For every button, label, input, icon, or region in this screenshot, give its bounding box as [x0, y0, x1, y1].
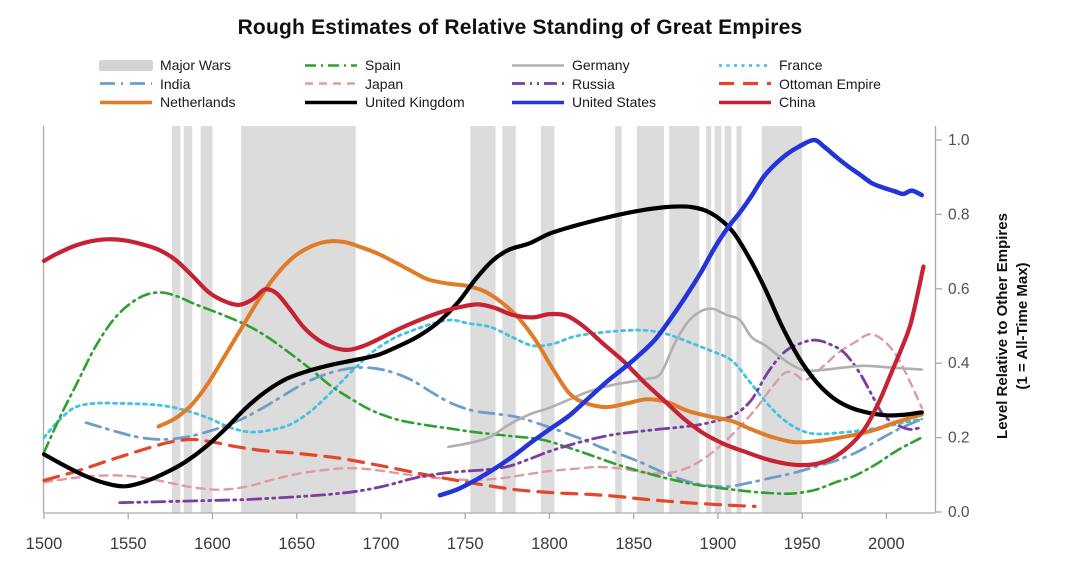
y-tick-label: 0.0 [948, 504, 970, 521]
india-line-swatch-icon [100, 82, 152, 86]
series-line-india [84, 366, 924, 489]
legend-item-france: France [718, 57, 933, 73]
y-tick-label: 0.4 [948, 355, 970, 372]
major-wars-swatch-icon [99, 59, 153, 71]
war-band [615, 126, 622, 513]
legend-label: Germany [572, 57, 630, 74]
y-tick-label: 0.8 [948, 206, 970, 223]
legend-item-united-states: United States [511, 94, 718, 110]
legend-label: United States [572, 94, 657, 111]
x-tick-label: 1500 [26, 535, 63, 553]
x-tick-labels: 1500 1550 1600 1650 1700 1750 1800 1850 1900 1950… [26, 535, 905, 553]
legend-label: India [160, 75, 191, 92]
series-line-japan [42, 332, 923, 491]
legend-item-germany: Germany [511, 57, 718, 73]
war-band [714, 126, 722, 513]
y-tick-label: 0.6 [948, 281, 970, 298]
war-band [541, 126, 555, 513]
x-tick-label: 1750 [447, 535, 484, 553]
axes [42, 126, 942, 519]
series-line-russia [118, 338, 924, 505]
war-band [172, 126, 181, 513]
x-tick-label: 1700 [363, 535, 400, 553]
war-band [724, 126, 732, 513]
x-tick-label: 1900 [700, 535, 737, 553]
china-line-swatch-icon [719, 100, 771, 105]
legend-label: China [779, 94, 816, 111]
x-tick-label: 2000 [868, 535, 905, 553]
series-line-spain [42, 291, 922, 495]
x-tick-label: 1650 [278, 535, 315, 553]
y-axis-title-line2: (1 = All-Time Max) [1014, 262, 1031, 389]
y-tick-label: 1.0 [948, 132, 970, 149]
series-line-china [41, 237, 926, 468]
netherlands-line-swatch-icon [100, 100, 152, 105]
series-lines [41, 137, 926, 508]
series-line-germany [447, 307, 924, 449]
series-line-us [437, 137, 925, 498]
x-tick-label: 1850 [615, 535, 652, 553]
war-band [669, 126, 700, 513]
spain-line-swatch-icon [305, 63, 357, 67]
legend-label: Netherlands [160, 94, 236, 111]
y-tick-labels: 0.0 0.2 0.4 0.6 0.8 1.0 [948, 132, 970, 521]
united-kingdom-line-swatch-icon [305, 100, 357, 105]
legend-label: France [779, 57, 823, 74]
legend-label: United Kingdom [365, 94, 465, 111]
y-axis-title-line1: Level Relative to Other Empires [994, 213, 1011, 439]
war-band [706, 126, 712, 513]
legend-label: Japan [365, 75, 404, 92]
series-line-france [42, 318, 924, 439]
legend-item-china: China [718, 94, 933, 110]
x-tick-label: 1800 [531, 535, 568, 553]
series-line-netherlands [156, 239, 924, 445]
legend-item-netherlands: Netherlands [99, 94, 304, 110]
legend-item-spain: Spain [304, 57, 511, 73]
war-band [200, 126, 213, 513]
legend-item-ottoman-empire: Ottoman Empire [718, 76, 933, 92]
france-line-swatch-icon [719, 63, 771, 67]
legend-item-united-kingdom: United Kingdom [304, 94, 511, 110]
legend-label: Ottoman Empire [779, 75, 881, 92]
war-band [761, 126, 803, 513]
legend-item-major-wars: Major Wars [99, 57, 304, 73]
legend-label: Russia [572, 75, 615, 92]
russia-line-swatch-icon [512, 82, 564, 86]
war-band [637, 126, 664, 513]
x-tick-label: 1950 [784, 535, 821, 553]
y-tick-label: 0.2 [948, 430, 970, 447]
x-tick-label: 1600 [194, 535, 231, 553]
chart-title: Rough Estimates of Relative Standing of … [237, 16, 803, 39]
war-band-swatch [99, 59, 153, 71]
x-tick-label: 1550 [110, 535, 147, 553]
legend-label: Major Wars [160, 57, 232, 74]
ottoman-empire-line-swatch-icon [719, 82, 771, 86]
legend-label: Spain [365, 57, 401, 74]
legend-item-india: India [99, 76, 304, 92]
legend-item-russia: Russia [511, 76, 718, 92]
series-line-ottoman [42, 437, 757, 508]
germany-line-swatch-icon [512, 63, 564, 67]
major-wars-bands [172, 126, 803, 513]
japan-line-swatch-icon [305, 82, 357, 85]
war-band [470, 126, 496, 513]
chart-legend: Major Wars Spain Germany France India Japan Ru… [99, 56, 933, 112]
series-line-uk [41, 204, 924, 489]
legend-item-japan: Japan [304, 76, 511, 92]
united-states-line-swatch-icon [512, 100, 564, 105]
war-band [183, 126, 193, 513]
